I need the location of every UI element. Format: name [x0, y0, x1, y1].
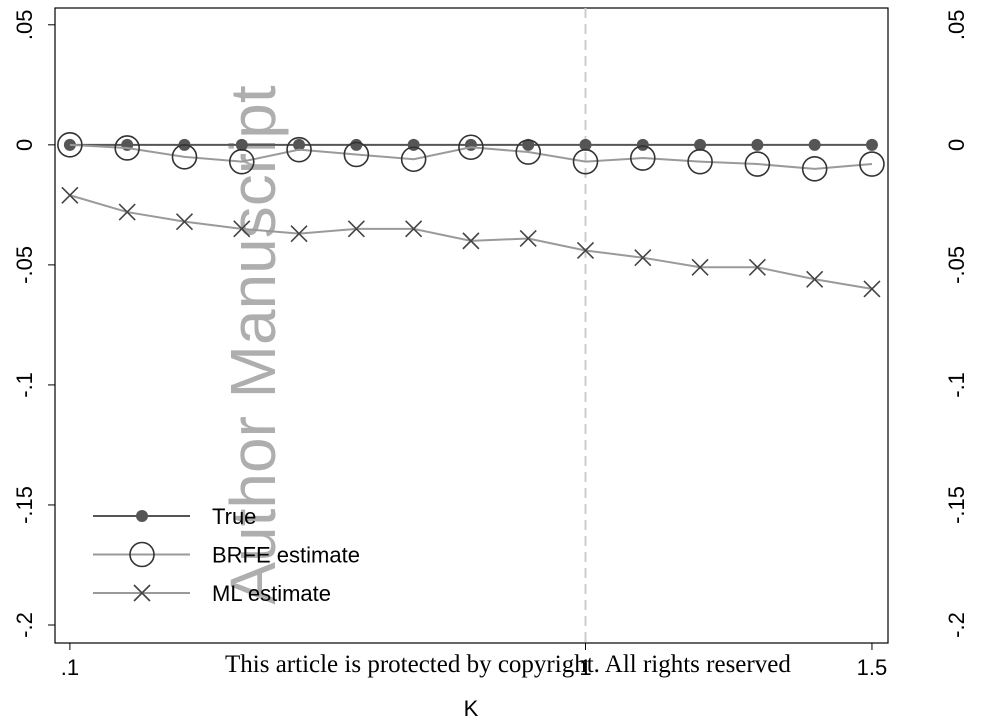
marker-dot: [350, 138, 363, 151]
marker-dot: [865, 138, 878, 151]
x-tick-label: .1: [61, 655, 79, 680]
marker-dot: [751, 138, 764, 151]
y-tick-label: 0: [944, 139, 969, 151]
x-tick-label: 1.5: [857, 655, 888, 680]
y-tick-label: -.1: [944, 372, 969, 398]
marker-circle: [629, 145, 656, 171]
y-tick-label: .05: [12, 10, 37, 41]
x-axis-label: K: [464, 696, 479, 721]
marker-circle: [687, 148, 713, 175]
legend-marker: [136, 510, 148, 522]
series-line: [69, 143, 873, 170]
marker-circle: [801, 156, 828, 182]
y-tick-label: -.2: [944, 612, 969, 638]
marker-dot: [636, 138, 649, 151]
marker-cross: [691, 258, 709, 276]
legend-marker: [129, 541, 155, 568]
marker-circle: [400, 146, 427, 173]
marker-circle: [171, 144, 198, 170]
marker-dot: [694, 138, 707, 151]
marker-circle: [859, 151, 885, 177]
y-tick-label: -.1: [12, 372, 37, 398]
legend-label: BRFE estimate: [212, 543, 360, 568]
marker-dot: [407, 138, 420, 151]
marker-circle: [114, 135, 140, 161]
marker-cross: [863, 280, 881, 298]
y-tick-label: -.2: [12, 612, 37, 638]
marker-circle: [343, 141, 370, 168]
marker-cross: [462, 232, 480, 250]
marker-cross: [233, 220, 251, 238]
marker-dot: [293, 138, 306, 151]
marker-circle: [458, 134, 484, 161]
y-tick-label: -.05: [12, 246, 37, 284]
y-tick-label: .05: [944, 10, 969, 41]
marker-circle: [572, 148, 599, 175]
marker-circle: [228, 148, 255, 175]
series-line: [69, 194, 873, 290]
marker-cross: [175, 213, 194, 231]
marker-cross: [347, 220, 365, 238]
marker-cross: [634, 249, 652, 267]
marker-cross: [61, 186, 79, 204]
y-tick-label: -.15: [944, 486, 969, 524]
marker-cross: [806, 270, 824, 288]
legend-label: ML estimate: [212, 581, 331, 606]
legend-label: True: [212, 504, 256, 529]
marker-cross: [576, 241, 595, 260]
marker-dot: [235, 138, 248, 151]
y-tick-label: 0: [12, 139, 37, 151]
marker-cross: [519, 229, 537, 248]
footer: This article is protected by copyright. …: [225, 651, 791, 678]
marker-circle: [515, 139, 542, 165]
y-tick-label: -.15: [12, 486, 37, 524]
y-tick-label: -.05: [944, 246, 969, 284]
watermark: Author Manuscript: [217, 85, 289, 605]
marker-circle: [57, 132, 83, 158]
marker-circle: [286, 136, 312, 163]
x-tick-label: 1: [579, 655, 591, 680]
marker-cross: [405, 220, 423, 238]
plot-frame: [54, 7, 889, 644]
marker-dot: [808, 138, 821, 151]
marker-dot: [522, 138, 535, 151]
marker-cross: [118, 203, 136, 221]
legend-marker: [133, 584, 151, 602]
marker-cross: [290, 225, 308, 243]
marker-cross: [748, 258, 766, 276]
marker-dot: [579, 138, 592, 151]
marker-circle: [744, 151, 771, 177]
